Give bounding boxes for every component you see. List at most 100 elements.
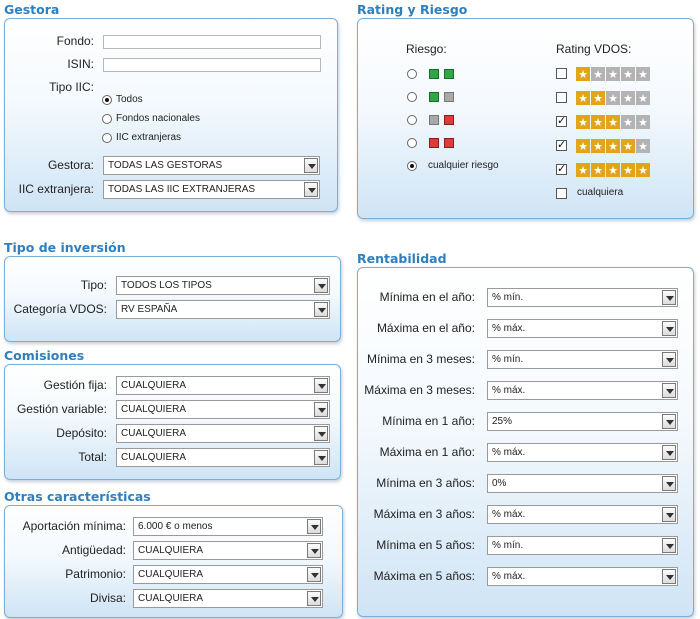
star-icon: ★ xyxy=(606,67,620,81)
chevron-down-icon[interactable] xyxy=(307,543,321,558)
chevron-down-icon[interactable] xyxy=(662,352,676,367)
star-icon: ★ xyxy=(576,163,590,177)
rentabilidad-label: Máxima en 1 año: xyxy=(379,445,475,459)
rentabilidad-panel: Mínima en el año: % mín. Máxima en el año:… xyxy=(357,267,694,617)
chevron-down-icon[interactable] xyxy=(314,378,328,393)
star-icon: ★ xyxy=(621,139,635,153)
isin-label: ISIN: xyxy=(67,57,94,71)
rentabilidad-row: Mínima en 3 meses: % mín. xyxy=(358,350,693,370)
chevron-down-icon[interactable] xyxy=(662,538,676,553)
chevron-down-icon[interactable] xyxy=(304,182,318,197)
comision-select[interactable]: CUALQUIERA xyxy=(116,424,330,443)
comision-label: Gestión fija: xyxy=(43,378,107,392)
chevron-down-icon[interactable] xyxy=(307,519,321,534)
chevron-down-icon[interactable] xyxy=(304,158,318,173)
star-icon: ★ xyxy=(576,139,590,153)
star-icon: ★ xyxy=(591,139,605,153)
chevron-down-icon[interactable] xyxy=(662,476,676,491)
rentabilidad-select[interactable]: % máx. xyxy=(487,443,678,462)
riesgo-green-square-icon xyxy=(429,69,439,79)
star-icon: ★ xyxy=(606,163,620,177)
comision-label: Depósito: xyxy=(56,426,107,440)
star-icon: ★ xyxy=(621,115,635,129)
chevron-down-icon[interactable] xyxy=(314,302,328,317)
rentabilidad-select-value: 25% xyxy=(492,416,513,427)
rating-checkbox[interactable] xyxy=(556,162,567,175)
tipo-select[interactable]: TODOS LOS TIPOS xyxy=(116,276,330,295)
tipo-iic-label: Tipo IIC: xyxy=(49,80,94,94)
rentabilidad-select[interactable]: % mín. xyxy=(487,288,678,307)
chevron-down-icon[interactable] xyxy=(314,450,328,465)
rating-checkbox-cualquiera[interactable] xyxy=(556,188,567,199)
rentabilidad-select[interactable]: % máx. xyxy=(487,319,678,338)
riesgo-radio[interactable] xyxy=(407,138,417,148)
chevron-down-icon[interactable] xyxy=(314,278,328,293)
rating-label: Rating VDOS: xyxy=(556,42,632,56)
rentabilidad-select[interactable]: % mín. xyxy=(487,350,678,369)
riesgo-radio[interactable] xyxy=(407,115,417,125)
chevron-down-icon[interactable] xyxy=(307,567,321,582)
otras-select[interactable]: CUALQUIERA xyxy=(133,589,323,608)
comision-label: Gestión variable: xyxy=(16,402,107,416)
rentabilidad-select[interactable]: % máx. xyxy=(487,381,678,400)
rating-checkbox[interactable] xyxy=(556,92,567,103)
rentabilidad-select[interactable]: 25% xyxy=(487,412,678,431)
rentabilidad-row: Máxima en 3 años: % máx. xyxy=(358,505,693,525)
rating-checkbox[interactable] xyxy=(556,114,567,127)
rating-stars: ★ ★ ★ ★ ★ xyxy=(576,67,650,81)
otras-select[interactable]: CUALQUIERA xyxy=(133,541,323,560)
rentabilidad-label: Mínima en 3 meses: xyxy=(366,352,475,366)
riesgo-radio[interactable] xyxy=(407,92,417,102)
otras-select[interactable]: CUALQUIERA xyxy=(133,565,323,584)
comision-select[interactable]: CUALQUIERA xyxy=(116,448,330,467)
chevron-down-icon[interactable] xyxy=(662,414,676,429)
rentabilidad-select[interactable]: % máx. xyxy=(487,505,678,524)
chevron-down-icon[interactable] xyxy=(662,290,676,305)
riesgo-radio[interactable] xyxy=(407,69,417,79)
rentabilidad-select[interactable]: % máx. xyxy=(487,567,678,586)
rentabilidad-select[interactable]: 0% xyxy=(487,474,678,493)
comision-row: Gestión fija: CUALQUIERA xyxy=(5,376,340,396)
chevron-down-icon[interactable] xyxy=(662,445,676,460)
iic-extranjera-select[interactable]: TODAS LAS IIC EXTRANJERAS xyxy=(103,180,320,199)
inversion-panel: Tipo: TODOS LOS TIPOS Categoría VDOS: RV… xyxy=(4,256,341,342)
rentabilidad-select-value: % máx. xyxy=(492,323,526,334)
rentabilidad-row: Máxima en 1 año: % máx. xyxy=(358,443,693,463)
fondo-input[interactable] xyxy=(103,35,321,49)
rentabilidad-row: Máxima en 3 meses: % máx. xyxy=(358,381,693,401)
rating-checkbox[interactable] xyxy=(556,138,567,151)
chevron-down-icon[interactable] xyxy=(314,426,328,441)
chevron-down-icon[interactable] xyxy=(662,569,676,584)
tipo-iic-radio[interactable] xyxy=(102,133,112,143)
tipo-select-value: TODOS LOS TIPOS xyxy=(121,280,212,291)
chevron-down-icon[interactable] xyxy=(314,402,328,417)
tipo-label: Tipo: xyxy=(80,278,107,292)
section-title-inversion: Tipo de inversión xyxy=(4,240,126,255)
rentabilidad-select[interactable]: % mín. xyxy=(487,536,678,555)
fondo-row: Fondo: xyxy=(5,32,337,52)
otras-select[interactable]: 6.000 € o menos xyxy=(133,517,323,536)
comision-select-value: CUALQUIERA xyxy=(121,452,187,463)
chevron-down-icon[interactable] xyxy=(662,507,676,522)
star-icon: ★ xyxy=(621,67,635,81)
gestora-select-row: Gestora: TODAS LAS GESTORAS xyxy=(5,156,337,176)
star-icon: ★ xyxy=(606,139,620,153)
rentabilidad-label: Mínima en 5 años: xyxy=(376,538,475,552)
gestora-select[interactable]: TODAS LAS GESTORAS xyxy=(103,156,320,175)
comision-select[interactable]: CUALQUIERA xyxy=(116,376,330,395)
comision-select[interactable]: CUALQUIERA xyxy=(116,400,330,419)
otras-select-value: CUALQUIERA xyxy=(138,545,204,556)
chevron-down-icon[interactable] xyxy=(662,383,676,398)
chevron-down-icon[interactable] xyxy=(307,591,321,606)
riesgo-red-square-icon xyxy=(444,115,454,125)
categoria-select[interactable]: RV ESPAÑA xyxy=(116,300,330,319)
tipo-iic-option-label: IIC extranjeras xyxy=(116,132,182,143)
riesgo-radio-cualquier[interactable] xyxy=(407,161,417,171)
rating-checkbox[interactable] xyxy=(556,68,567,79)
tipo-iic-radio[interactable] xyxy=(102,95,112,105)
star-icon: ★ xyxy=(576,91,590,105)
chevron-down-icon[interactable] xyxy=(662,321,676,336)
tipo-iic-radio[interactable] xyxy=(102,114,112,124)
comision-label: Total: xyxy=(78,450,107,464)
isin-input[interactable] xyxy=(103,58,321,72)
